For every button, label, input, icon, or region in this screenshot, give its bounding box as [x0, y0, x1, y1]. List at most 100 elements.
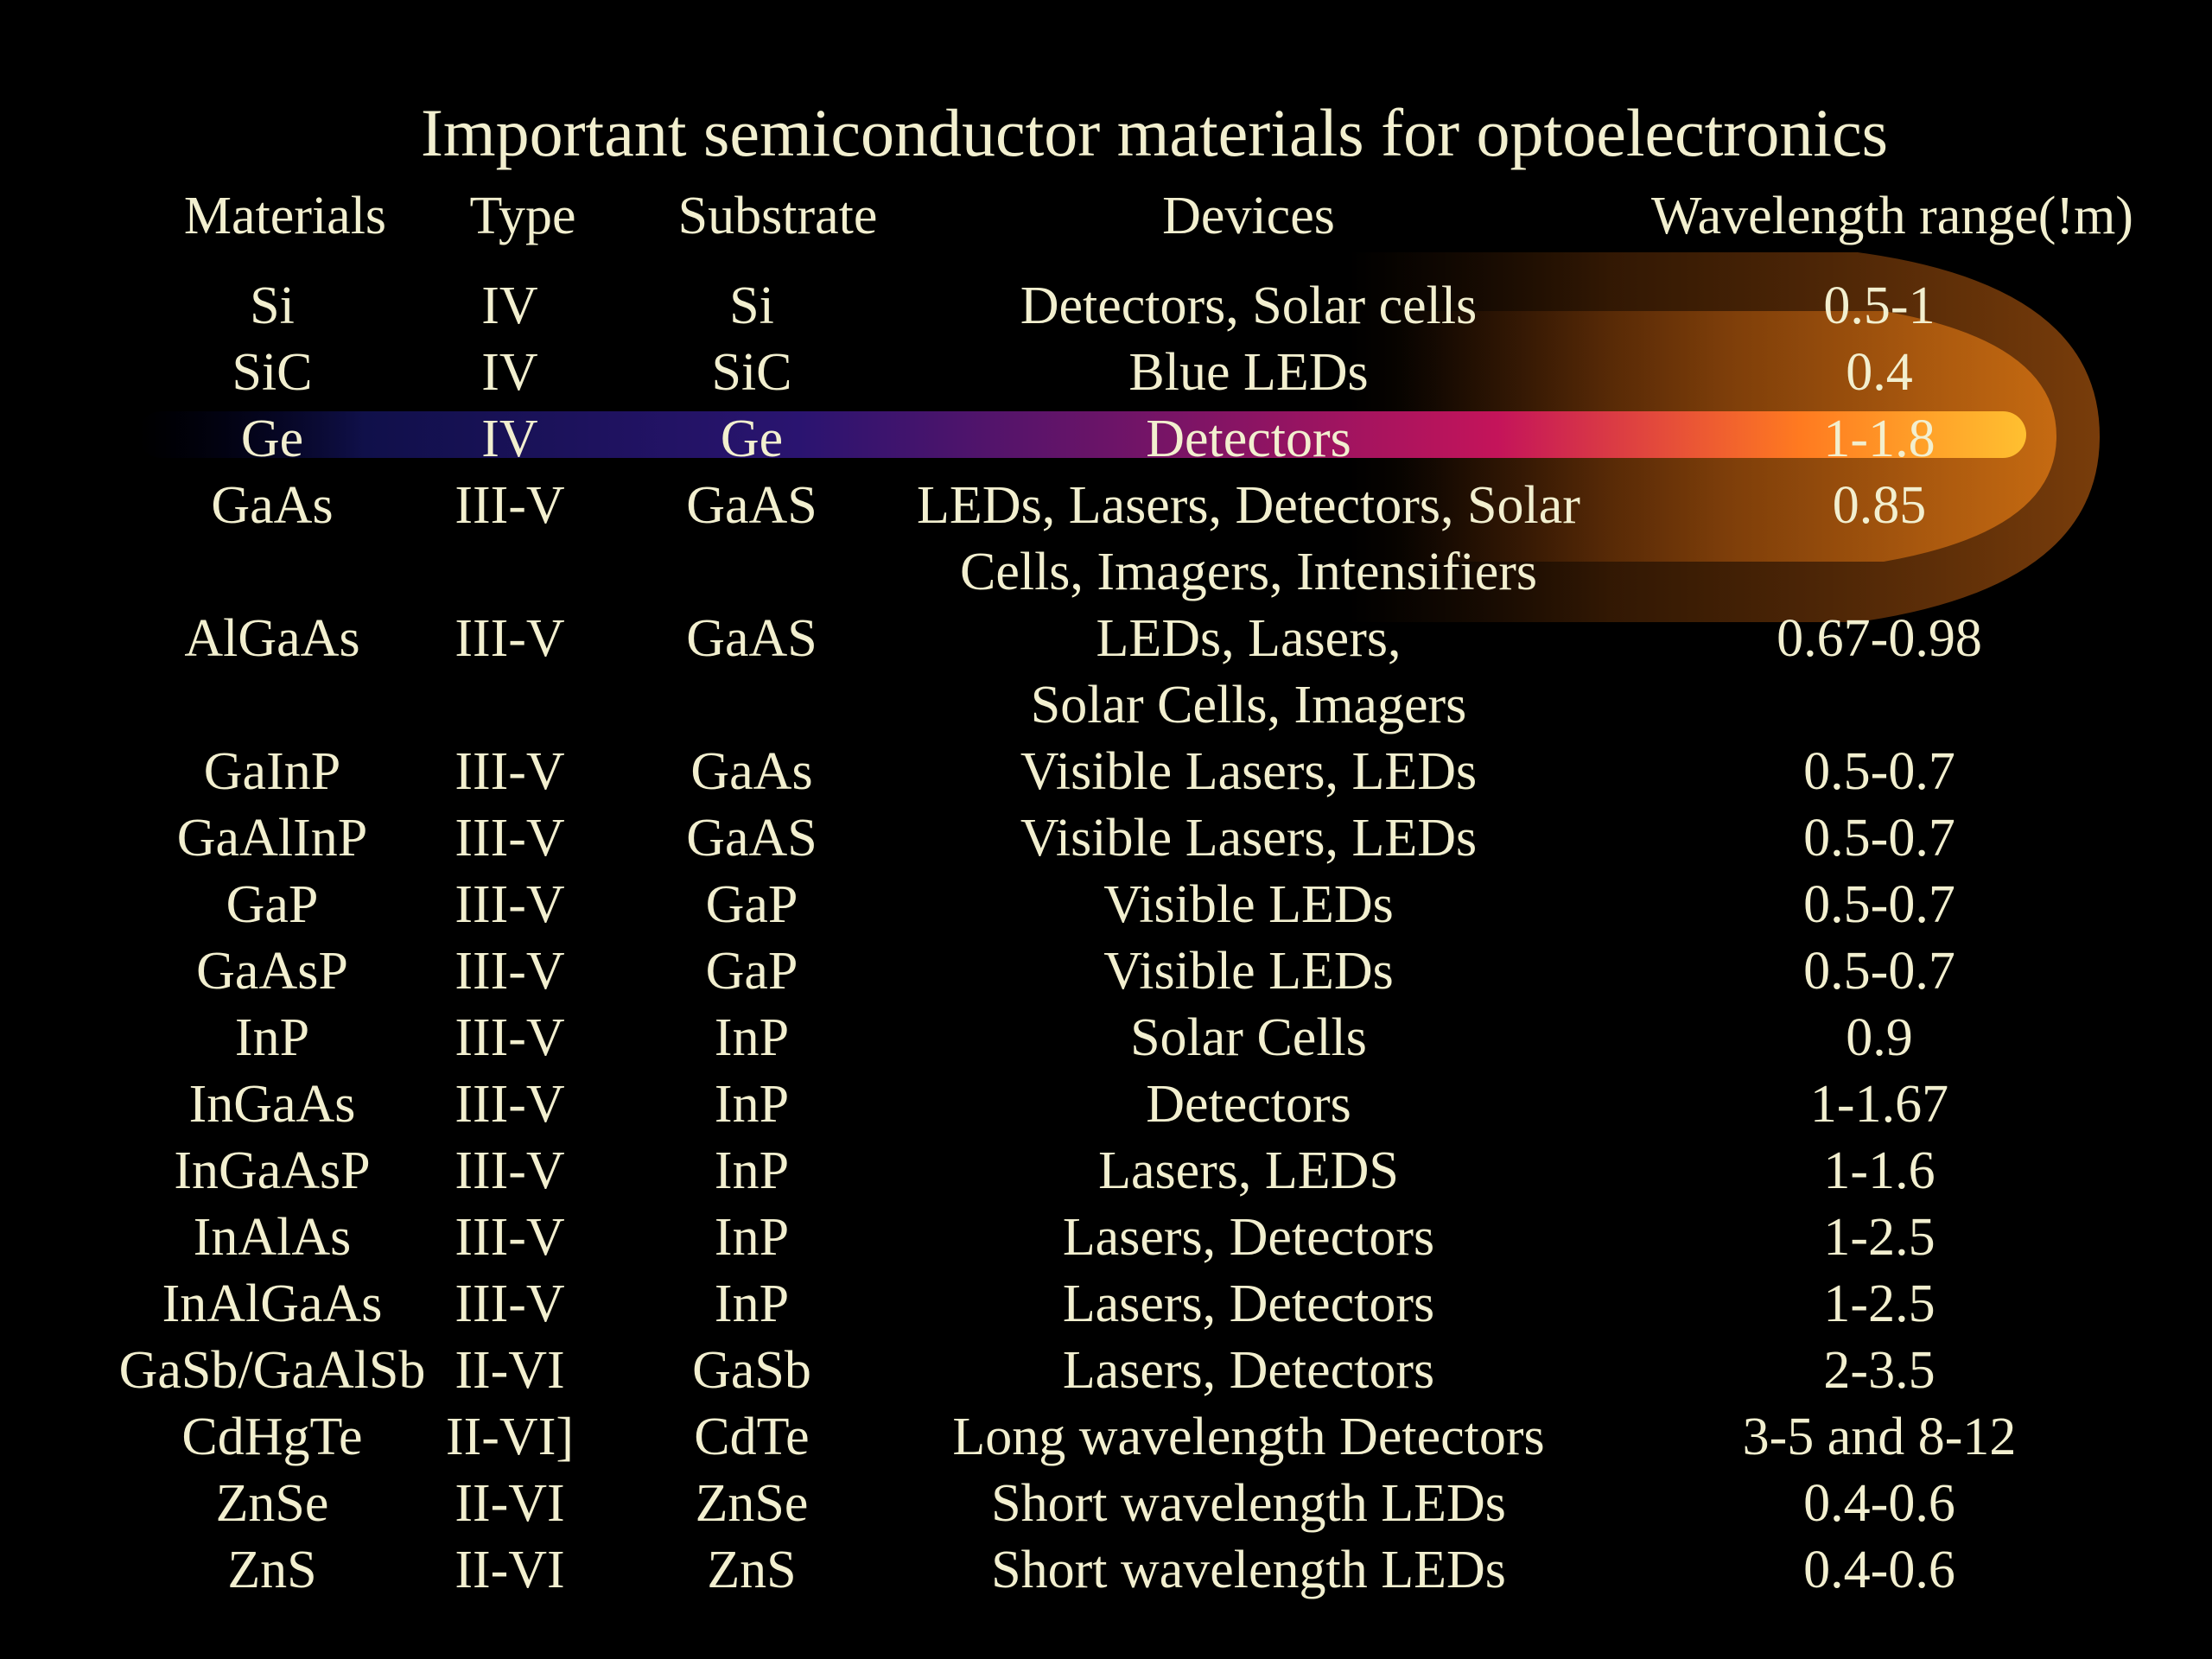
cell-type: III-V	[454, 609, 565, 668]
cell-type: III-V	[454, 742, 565, 801]
slide-title: Important semiconductor materials for op…	[420, 95, 1889, 170]
cell-wavelength: 0.5-1	[1823, 276, 1936, 335]
cell-substrate: GaP	[705, 942, 798, 1001]
cell-material: GaAs	[211, 476, 334, 535]
cell-type: III-V	[454, 1008, 565, 1067]
cell-type: III-V	[454, 1075, 565, 1134]
cell-substrate: ZnS	[707, 1541, 797, 1599]
cell-substrate: InP	[714, 1008, 790, 1067]
cell-devices: Long wavelength Detectors	[952, 1408, 1545, 1466]
cell-substrate: GaAS	[686, 476, 817, 535]
cell-devices: Visible Lasers, LEDs	[1020, 809, 1478, 868]
cell-devices: LEDs, Lasers,	[1096, 609, 1402, 668]
header-materials: Materials	[183, 187, 387, 245]
cell-substrate: InP	[714, 1075, 790, 1134]
cell-wavelength: 0.5-0.7	[1803, 742, 1955, 801]
cell-material: ZnSe	[215, 1474, 329, 1533]
cell-material: Ge	[240, 410, 304, 468]
cell-type: IV	[481, 410, 538, 468]
cell-substrate: GaAS	[686, 609, 817, 668]
header-wavelength: Wavelength range(!m)	[1651, 187, 2133, 245]
cell-devices: Visible LEDs	[1103, 875, 1394, 934]
cell-devices: Short wavelength LEDs	[991, 1541, 1506, 1599]
cell-substrate: ZnSe	[695, 1474, 809, 1533]
cell-material: GaP	[226, 875, 319, 934]
cell-wavelength: 0.85	[1832, 476, 1927, 535]
cell-wavelength: 3-5 and 8-12	[1742, 1408, 2017, 1466]
cell-wavelength: 0.5-0.7	[1803, 875, 1955, 934]
cell-material: GaAlInP	[176, 809, 368, 868]
cell-wavelength: 0.4	[1846, 343, 1913, 402]
cell-material: Si	[250, 276, 295, 335]
cell-wavelength: 0.4-0.6	[1803, 1474, 1955, 1533]
cell-material: AlGaAs	[184, 609, 360, 668]
cell-type: II-VI	[454, 1474, 565, 1533]
cell-wavelength: 0.67-0.98	[1777, 609, 1982, 668]
cell-substrate: Ge	[720, 410, 784, 468]
cell-type: II-VI]	[445, 1408, 574, 1466]
cell-wavelength: 2-3.5	[1823, 1341, 1936, 1400]
cell-devices: Visible LEDs	[1103, 942, 1394, 1001]
header-substrate: Substrate	[677, 187, 878, 245]
cell-wavelength: 0.5-0.7	[1803, 809, 1955, 868]
cell-substrate: InP	[714, 1274, 790, 1333]
cell-type: IV	[481, 276, 538, 335]
cell-substrate: CdTe	[694, 1408, 810, 1466]
header-devices: Devices	[1162, 187, 1335, 245]
cell-devices: Detectors	[1146, 410, 1351, 468]
cell-devices: Solar Cells, Imagers	[1030, 676, 1467, 734]
cell-wavelength: 0.9	[1846, 1008, 1913, 1067]
cell-wavelength: 1-2.5	[1823, 1274, 1936, 1333]
cell-substrate: GaAS	[686, 809, 817, 868]
cell-material: ZnS	[227, 1541, 317, 1599]
cell-material: CdHgTe	[181, 1408, 363, 1466]
cell-type: III-V	[454, 1141, 565, 1200]
cell-type: III-V	[454, 1274, 565, 1333]
cell-material: GaSb/GaAlSb	[118, 1341, 426, 1400]
cell-material: GaAsP	[196, 942, 348, 1001]
cell-substrate: SiC	[711, 343, 792, 402]
header-type: Type	[469, 187, 576, 245]
cell-type: II-VI	[454, 1541, 565, 1599]
comet-streak	[138, 411, 2026, 458]
cell-devices: Blue LEDs	[1128, 343, 1369, 402]
cell-material: InP	[234, 1008, 310, 1067]
cell-type: III-V	[454, 1208, 565, 1267]
cell-devices: Lasers, LEDS	[1098, 1141, 1399, 1200]
cell-devices: LEDs, Lasers, Detectors, Solar	[917, 476, 1580, 535]
cell-wavelength: 1-1.6	[1823, 1141, 1936, 1200]
cell-material: InAlGaAs	[162, 1274, 383, 1333]
cell-wavelength: 0.5-0.7	[1803, 942, 1955, 1001]
cell-type: III-V	[454, 875, 565, 934]
cell-substrate: Si	[729, 276, 774, 335]
cell-type: IV	[481, 343, 538, 402]
cell-substrate: GaAs	[690, 742, 813, 801]
cell-type: III-V	[454, 809, 565, 868]
cell-devices: Visible Lasers, LEDs	[1020, 742, 1478, 801]
cell-devices: Lasers, Detectors	[1062, 1208, 1435, 1267]
cell-devices: Lasers, Detectors	[1062, 1274, 1435, 1333]
cell-devices: Solar Cells	[1130, 1008, 1367, 1067]
cell-wavelength: 1-1.67	[1809, 1075, 1949, 1134]
cell-material: SiC	[232, 343, 313, 402]
cell-material: InGaAsP	[174, 1141, 371, 1200]
cell-substrate: GaP	[705, 875, 798, 934]
cell-wavelength: 0.4-0.6	[1803, 1541, 1955, 1599]
cell-material: InGaAs	[188, 1075, 356, 1134]
cell-type: II-VI	[454, 1341, 565, 1400]
cell-wavelength: 1-2.5	[1823, 1208, 1936, 1267]
cell-substrate: GaSb	[692, 1341, 811, 1400]
cell-substrate: InP	[714, 1208, 790, 1267]
cell-substrate: InP	[714, 1141, 790, 1200]
cell-devices: Detectors, Solar cells	[1020, 276, 1478, 335]
cell-type: III-V	[454, 942, 565, 1001]
cell-material: GaInP	[203, 742, 341, 801]
cell-devices: Short wavelength LEDs	[991, 1474, 1506, 1533]
cell-devices: Lasers, Detectors	[1062, 1341, 1435, 1400]
cell-devices: Detectors	[1146, 1075, 1351, 1134]
cell-material: InAlAs	[193, 1208, 352, 1267]
cell-devices: Cells, Imagers, Intensifiers	[959, 543, 1538, 601]
cell-type: III-V	[454, 476, 565, 535]
